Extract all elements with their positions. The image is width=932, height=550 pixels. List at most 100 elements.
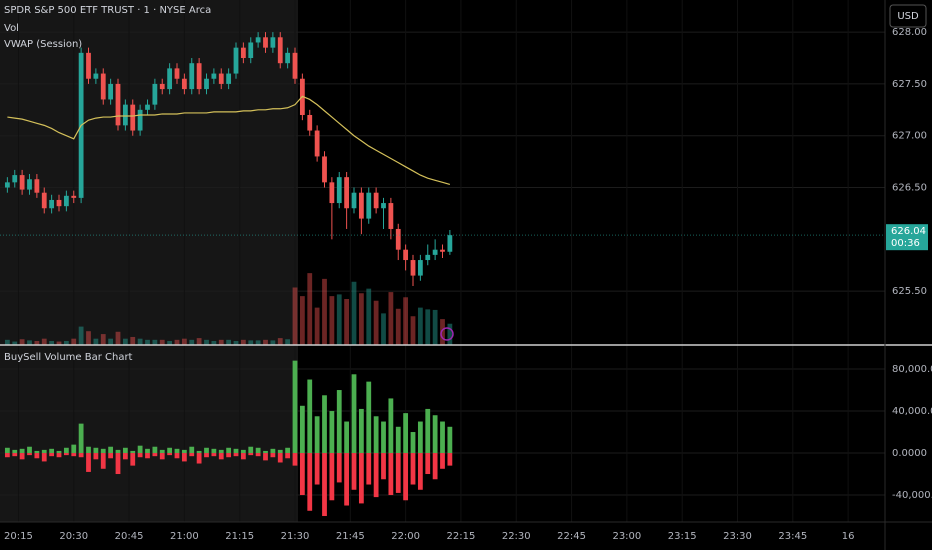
candle-body bbox=[189, 63, 195, 90]
candle-body bbox=[27, 179, 32, 190]
y-tick-label: 628.00 bbox=[892, 27, 927, 38]
volume-label: Vol bbox=[4, 23, 19, 34]
candle-body bbox=[63, 195, 69, 207]
candle-body bbox=[270, 37, 276, 48]
buy-bar bbox=[204, 447, 209, 454]
candle-body bbox=[358, 192, 364, 219]
candle-body bbox=[344, 177, 350, 209]
buy-bar bbox=[218, 449, 224, 454]
volume-bar bbox=[322, 278, 327, 345]
volume-bar bbox=[19, 339, 25, 345]
volume-bar bbox=[159, 339, 165, 345]
volume-bar bbox=[27, 340, 32, 345]
candle-body bbox=[351, 192, 357, 209]
candle-body bbox=[41, 192, 47, 209]
sell-bar bbox=[403, 453, 409, 501]
sell-bar bbox=[358, 453, 364, 504]
candle-body bbox=[233, 47, 239, 74]
candle-body bbox=[285, 52, 291, 64]
candle-body bbox=[19, 175, 25, 190]
volume-bar bbox=[174, 339, 180, 345]
sell-bar bbox=[344, 453, 350, 506]
candle-body bbox=[218, 73, 224, 84]
volume-bar bbox=[248, 340, 254, 345]
candle-body bbox=[211, 73, 217, 79]
sell-bar bbox=[270, 453, 276, 458]
candle-body bbox=[292, 52, 298, 79]
volume-bar bbox=[145, 339, 150, 345]
x-tick-label: 23:30 bbox=[723, 531, 752, 542]
sell-bar bbox=[329, 453, 335, 501]
volume-bar bbox=[351, 281, 357, 345]
volume-bar bbox=[336, 294, 342, 345]
sell-bar bbox=[233, 453, 239, 457]
sell-bar bbox=[86, 453, 91, 472]
y-tick-label: 40,000.00 bbox=[892, 406, 932, 417]
volume-bar bbox=[395, 308, 401, 345]
candle-body bbox=[93, 73, 99, 79]
candle-body bbox=[86, 52, 91, 79]
volume-bar bbox=[447, 323, 453, 345]
volume-bar bbox=[49, 340, 55, 345]
x-tick-label: 23:00 bbox=[612, 531, 641, 542]
x-tick-label: 23:15 bbox=[668, 531, 697, 542]
buy-bar bbox=[122, 447, 128, 454]
x-tick-label: 21:15 bbox=[225, 531, 254, 542]
last-price-label: 626.04 bbox=[891, 226, 926, 237]
buy-bar bbox=[211, 448, 217, 454]
volume-bar bbox=[255, 340, 261, 345]
volume-bar bbox=[4, 339, 10, 345]
buy-bar bbox=[93, 447, 99, 454]
pane-title: BuySell Volume Bar Chart bbox=[4, 352, 133, 363]
buy-bar bbox=[56, 450, 62, 454]
sell-bar bbox=[366, 453, 372, 485]
sell-bar bbox=[226, 453, 232, 458]
volume-bar bbox=[12, 341, 18, 345]
sell-bar bbox=[285, 453, 291, 459]
sell-bar bbox=[307, 453, 313, 511]
candle-body bbox=[152, 83, 158, 105]
volume-bar bbox=[226, 339, 232, 345]
alert-icon[interactable] bbox=[440, 327, 454, 341]
x-tick-label: 20:30 bbox=[59, 531, 88, 542]
sell-bar bbox=[336, 453, 342, 483]
vwap-label: VWAP (Session) bbox=[4, 39, 82, 50]
buy-bar bbox=[196, 450, 202, 454]
volume-bar bbox=[233, 340, 239, 345]
buy-bar bbox=[78, 423, 84, 454]
volume-bar bbox=[410, 316, 416, 345]
candle-body bbox=[248, 42, 254, 59]
vwap-line bbox=[7, 95, 451, 185]
sell-bar bbox=[174, 453, 180, 459]
candle-body bbox=[122, 104, 128, 126]
volume-bar bbox=[277, 338, 283, 345]
sell-bar bbox=[277, 453, 283, 463]
currency-label: USD bbox=[897, 11, 919, 22]
sell-bar bbox=[248, 453, 254, 456]
buy-bar bbox=[152, 446, 158, 454]
currency-button[interactable] bbox=[889, 4, 927, 28]
volume-bar bbox=[56, 341, 62, 345]
x-tick-label: 22:45 bbox=[557, 531, 586, 542]
candle-body bbox=[159, 83, 165, 90]
buy-bar bbox=[71, 444, 77, 454]
candle-body bbox=[403, 249, 409, 261]
buy-bar bbox=[86, 446, 91, 454]
sell-bar bbox=[410, 453, 416, 485]
candle-body bbox=[322, 156, 327, 183]
sell-bar bbox=[373, 453, 379, 498]
volume-bar bbox=[432, 309, 438, 345]
candle-body bbox=[34, 179, 40, 193]
buy-bar bbox=[49, 448, 55, 454]
sell-bar bbox=[78, 453, 84, 458]
volume-bar bbox=[204, 339, 209, 345]
volume-bar bbox=[167, 340, 173, 345]
volume-bar bbox=[137, 338, 143, 345]
candle-body bbox=[410, 260, 416, 276]
volume-bar bbox=[196, 338, 202, 345]
candle-body bbox=[12, 175, 18, 183]
buy-bar bbox=[41, 449, 47, 454]
buy-bar bbox=[395, 426, 401, 454]
x-tick-label: 21:00 bbox=[170, 531, 199, 542]
candle-body bbox=[263, 37, 268, 48]
